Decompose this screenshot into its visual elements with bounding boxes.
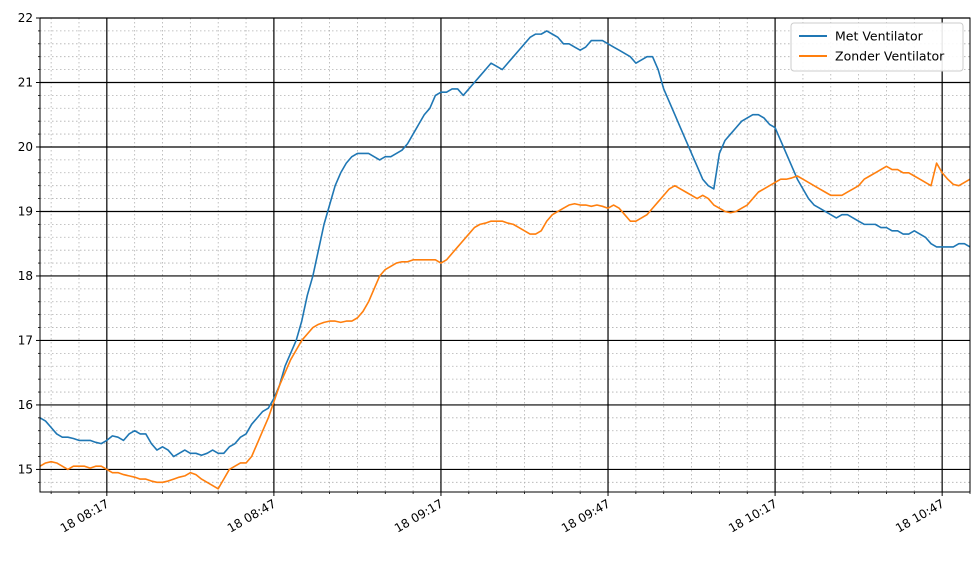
legend-box	[790, 22, 964, 72]
x-tick-label: 18 08:17	[58, 496, 111, 535]
y-tick-label: 21	[18, 75, 33, 89]
x-tick-label: 18 10:17	[726, 496, 779, 535]
y-tick-label: 19	[18, 204, 33, 218]
legend-label-met-ventilator: Met Ventilator	[835, 29, 924, 44]
x-tick-label: 18 09:17	[392, 496, 445, 535]
x-tick-label: 18 09:47	[559, 496, 612, 535]
series-line-zonder-ventilator	[39, 162, 971, 490]
y-tick-label: 20	[18, 140, 33, 154]
x-tick-label: 18 08:47	[225, 496, 278, 535]
y-tick-label: 15	[18, 462, 33, 476]
series-line-met-ventilator	[39, 30, 971, 458]
grid-lines	[40, 17, 971, 492]
legend-label-zonder-ventilator: Zonder Ventilator	[835, 49, 945, 64]
plot-area-frame	[39, 17, 971, 493]
series-lines	[39, 30, 971, 490]
y-tick-label: 16	[18, 398, 33, 412]
y-tick-label: 22	[18, 11, 33, 25]
y-tick-label: 18	[18, 269, 33, 283]
x-tick-label: 18 10:47	[893, 496, 946, 535]
y-tick-label: 17	[18, 333, 33, 347]
legend: Met Ventilator Zonder Ventilator	[790, 22, 964, 72]
